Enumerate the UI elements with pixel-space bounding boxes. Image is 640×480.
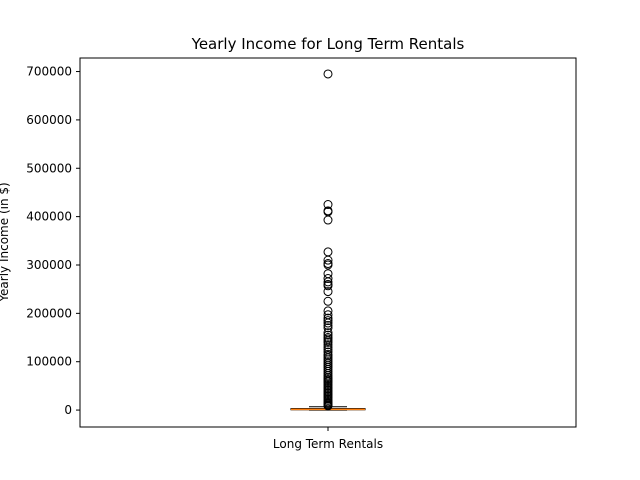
outlier-point (323, 316, 333, 326)
y-tick-label: 700000 (26, 65, 72, 79)
y-axis-label: Yearly Income (in $) (0, 182, 11, 302)
outlier-point (323, 255, 333, 265)
outlier-point (323, 287, 333, 297)
outlier-point (323, 342, 333, 352)
outlier-point (323, 281, 333, 291)
outlier-point (323, 330, 333, 340)
y-tick-label: 600000 (26, 113, 72, 127)
y-tick-label: 500000 (26, 161, 72, 175)
outlier-point (323, 260, 333, 270)
plot-area: 0 100000 200000 300000 400000 500000 600000 700… (26, 65, 383, 451)
outlier-point (323, 318, 333, 328)
outlier-point (323, 69, 333, 79)
x-tick-label: Long Term Rentals (273, 437, 383, 451)
y-tick-label: 0 (64, 403, 72, 417)
plot-frame (79, 57, 577, 428)
outlier-point (323, 277, 333, 287)
outlier-point (323, 323, 333, 333)
outlier-point (323, 313, 333, 323)
y-tick-label: 400000 (26, 210, 72, 224)
outlier-point (323, 200, 333, 210)
outlier-point (323, 306, 333, 316)
outlier-point (323, 215, 333, 225)
outlier-point (323, 320, 333, 330)
outlier-point (323, 337, 333, 347)
outlier-point (323, 401, 333, 411)
y-tick-label: 300000 (26, 258, 72, 272)
outlier-point (323, 296, 333, 306)
outlier-point (323, 269, 333, 279)
chart-title: Yearly Income for Long Term Rentals (191, 35, 465, 53)
outlier-point (323, 274, 333, 284)
y-tick-label: 100000 (26, 355, 72, 369)
outlier-point (323, 247, 333, 257)
outlier-point (323, 340, 333, 350)
y-tick-label: 200000 (26, 306, 72, 320)
